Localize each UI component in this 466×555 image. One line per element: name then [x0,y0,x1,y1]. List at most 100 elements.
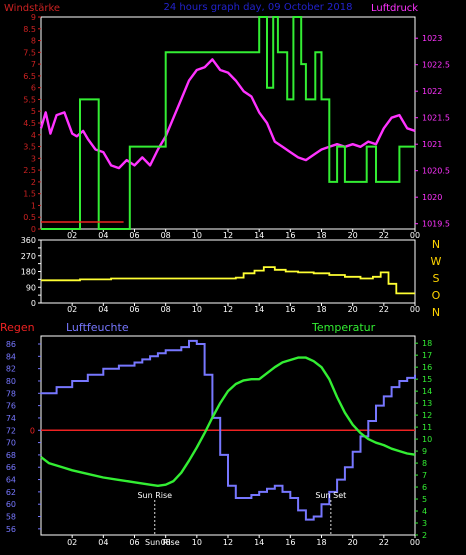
y-left-tick-label: 1.5 [23,190,36,199]
y-left-tick-label: 62 [6,488,16,497]
rain-zero-label: 0 [30,426,35,435]
x-tick-label: 12 [223,538,233,547]
y-left-tick-label: 8 [31,37,36,46]
humidity-axis-title: Luftfeuchte [66,321,129,334]
y-right-tick-label: 4 [422,507,427,516]
y-right-tick-label: 1021 [422,140,442,149]
y-left-tick-label: 82 [6,365,16,374]
y-right-tick-label: 1020 [422,193,442,202]
compass-label: W [431,255,442,268]
x-extra-label: Sun Rise [145,538,180,547]
x-tick-label: 06 [129,305,139,314]
x-tick-label: 18 [316,305,326,314]
y-left-tick-label: 2.5 [23,166,36,175]
y-left-tick-label: 80 [6,377,16,386]
pressure-series-line [39,58,416,170]
y-left-tick-label: 4 [31,131,36,140]
direction-series-line [41,266,415,295]
y-left-tick-label: 270 [21,252,36,261]
y-right-tick-label: 13 [422,399,432,408]
x-tick-label: 18 [316,231,326,240]
y-right-tick-label: 1022.5 [422,61,450,70]
y-right-tick-label: 11 [422,423,432,432]
y-right-tick-label: 8 [422,459,427,468]
x-tick-label: 22 [379,538,389,547]
sun-marker-label: Sun Rise [137,491,172,500]
x-tick-label: 22 [379,231,389,240]
y-right-tick-label: 1020.5 [422,167,450,176]
y-left-tick-label: 9 [31,13,36,22]
y-right-tick-label: 7 [422,471,427,480]
y-left-tick-label: 3.5 [23,143,36,152]
wind-axis-title: Windstärke [4,3,60,14]
y-left-tick-label: 84 [6,352,16,361]
y-left-tick-label: 0 [31,299,36,308]
y-right-tick-label: 1019.5 [422,220,450,229]
pressure-axis-title: Luftdruck [371,3,418,14]
series-layer [39,16,416,521]
x-tick-label: 08 [161,305,171,314]
y-left-tick-label: 180 [21,268,36,277]
x-tick-label: 16 [285,305,295,314]
temperature-axis-title: Temperatur [311,321,376,334]
y-left-tick-label: 56 [6,525,16,534]
y-right-tick-label: 10 [422,435,432,444]
axes-layer: 00.511.522.533.544.555.566.577.588.59101… [6,13,450,547]
x-tick-label: 20 [348,305,358,314]
y-left-tick-label: 90 [26,283,36,292]
temperature-series-line [40,356,416,487]
y-left-tick-label: 86 [6,340,16,349]
x-tick-label: 04 [98,231,108,240]
y-right-tick-label: 1021.5 [422,114,450,123]
y-right-tick-label: 5 [422,495,427,504]
x-tick-label: 14 [254,538,264,547]
y-right-tick-label: 18 [422,339,432,348]
y-left-tick-label: 1 [31,201,36,210]
x-tick-label: 08 [161,538,171,547]
x-tick-label: 06 [129,538,139,547]
x-tick-label: 10 [192,538,202,547]
y-left-tick-label: 68 [6,451,16,460]
x-tick-label: 16 [285,538,295,547]
y-right-tick-label: 16 [422,363,432,372]
y-right-tick-label: 12 [422,411,432,420]
y-right-tick-label: 9 [422,447,427,456]
x-tick-label: 12 [223,231,233,240]
y-right-tick-label: 17 [422,351,432,360]
y-left-tick-label: 70 [6,439,16,448]
x-tick-label: 22 [379,305,389,314]
y-left-tick-label: 0 [31,225,36,234]
y-left-tick-label: 58 [6,513,16,522]
annotation-layer: Sun Rise Sun Set [137,491,346,535]
x-tick-label: 10 [192,305,202,314]
y-left-tick-label: 0.5 [23,213,36,222]
x-tick-label: 02 [67,538,77,547]
y-left-tick-label: 5.5 [23,95,36,104]
y-left-tick-label: 72 [6,426,16,435]
y-right-tick-label: 15 [422,375,432,384]
x-tick-label: 20 [348,231,358,240]
y-left-tick-label: 7.5 [23,48,36,57]
y-left-tick-label: 60 [6,500,16,509]
x-tick-label: 08 [161,231,171,240]
x-tick-label: 12 [223,305,233,314]
x-tick-label: 10 [192,231,202,240]
chart-title: 24 hours graph day, 09 October 2018 [164,2,353,13]
y-right-tick-label: 1023 [422,34,442,43]
y-left-tick-label: 3 [31,154,36,163]
x-tick-label: 02 [67,231,77,240]
y-left-tick-label: 78 [6,389,16,398]
x-tick-label: 04 [98,538,108,547]
x-tick-label: 02 [67,305,77,314]
x-tick-label: 14 [254,231,264,240]
y-right-tick-label: 3 [422,519,427,528]
sun-marker-label: Sun Set [315,491,346,500]
y-left-tick-label: 360 [21,236,36,245]
y-left-tick-label: 4.5 [23,119,36,128]
y-left-tick-label: 7 [31,60,36,69]
x-tick-label: 18 [316,538,326,547]
y-right-tick-label: 14 [422,387,432,396]
x-tick-label: 20 [348,538,358,547]
